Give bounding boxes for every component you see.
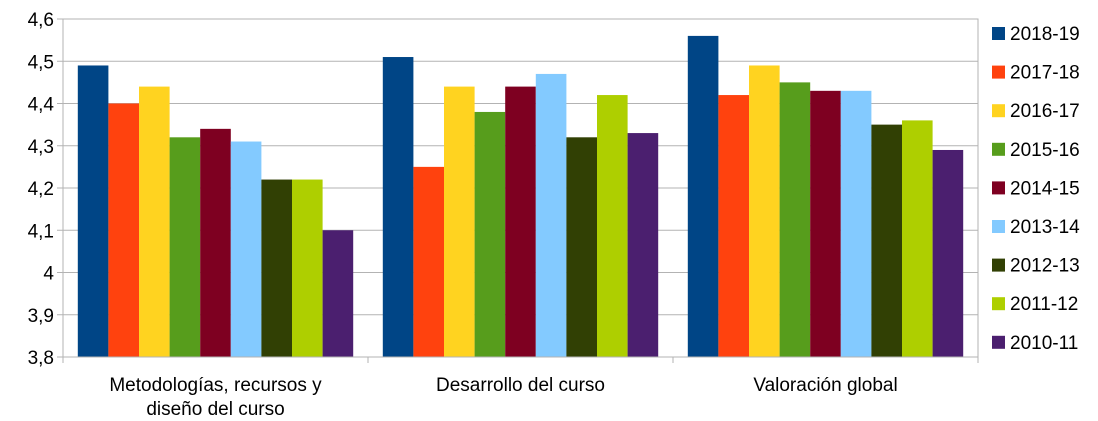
- bar-2011-12-cat1: [597, 95, 628, 358]
- legend-label-2015-16: 2015-16: [1010, 140, 1080, 161]
- legend-label-2016-17: 2016-17: [1010, 101, 1080, 122]
- x-category-label: Valoración global: [753, 375, 897, 396]
- bar-2013-14-cat1: [535, 73, 567, 358]
- legend-swatch-2012-13: [992, 258, 1005, 272]
- legend-swatch-2010-11: [992, 335, 1005, 349]
- legend-swatch-2013-14: [992, 220, 1005, 233]
- bar-2010-11-cat1: [627, 133, 659, 357]
- legend-label-2017-18: 2017-18: [1010, 63, 1080, 84]
- y-tick-label: 4,2: [28, 179, 54, 200]
- bar-2010-11-cat0: [322, 230, 354, 357]
- y-tick-label: 4,1: [28, 221, 54, 242]
- bar-2012-13-cat1: [566, 137, 597, 357]
- bar-2015-16-cat1: [474, 111, 506, 357]
- bars: [77, 35, 964, 358]
- bar-2018-19-cat0: [77, 65, 109, 357]
- x-category-label: Desarrollo del curso: [436, 375, 605, 396]
- legend-swatch-2015-16: [992, 142, 1005, 156]
- legend-swatch-2018-19: [992, 27, 1005, 40]
- axes: [62, 18, 979, 363]
- bar-2014-15-cat0: [200, 128, 231, 357]
- legend-swatch-2011-12: [992, 297, 1005, 311]
- legend-label-2018-19: 2018-19: [1010, 24, 1080, 45]
- legend-label-2012-13: 2012-13: [1010, 256, 1080, 277]
- y-tick-label: 3,9: [28, 306, 54, 327]
- legend-label-2013-14: 2013-14: [1010, 217, 1080, 238]
- bar-2013-14-cat0: [230, 141, 262, 357]
- bar-2012-13-cat0: [261, 179, 292, 357]
- plot-frame: [62, 18, 979, 358]
- bar-2016-17-cat0: [139, 86, 170, 357]
- bar-2017-18-cat1: [413, 166, 444, 357]
- y-tick-label: 4,5: [28, 52, 54, 73]
- y-axis-tick-labels: 3,8 3,9 4 4,1 4,2 4,3 4,4 4,5 4,6: [28, 10, 55, 369]
- x-category-label: Metodologías, recursos y: [109, 375, 322, 396]
- bar-2017-18-cat2: [718, 95, 749, 358]
- bar-2013-14-cat2: [840, 90, 872, 357]
- y-tick-label: 4,4: [28, 95, 55, 116]
- bar-2015-16-cat2: [779, 82, 811, 357]
- legend-label-2014-15: 2014-15: [1010, 178, 1080, 199]
- bar-2016-17-cat1: [444, 86, 475, 357]
- x-axis-category-labels: Metodologías, recursos y diseño del curso…: [109, 375, 897, 420]
- bar-2011-12-cat2: [902, 120, 933, 358]
- bar-2014-15-cat2: [810, 90, 841, 357]
- bar-2017-18-cat0: [108, 103, 139, 357]
- bar-2010-11-cat2: [932, 149, 964, 357]
- bar-2011-12-cat0: [292, 179, 323, 357]
- bar-2018-19-cat1: [382, 57, 414, 358]
- legend-label-2010-11: 2010-11: [1010, 333, 1078, 354]
- bar-2012-13-cat2: [871, 124, 902, 357]
- bar-2014-15-cat1: [505, 86, 536, 357]
- y-tick-label: 3,8: [28, 348, 54, 369]
- y-tick-label: 4,3: [28, 137, 54, 158]
- bar-2016-17-cat2: [749, 65, 780, 357]
- legend-swatch-2014-15: [992, 181, 1005, 195]
- y-tick-label: 4,6: [28, 10, 54, 31]
- legend-swatch-2016-17: [992, 104, 1005, 118]
- x-category-label: diseño del curso: [146, 399, 284, 420]
- y-tick-label: 4: [43, 264, 54, 285]
- bar-2018-19-cat2: [687, 35, 719, 358]
- bar-2015-16-cat0: [169, 137, 201, 357]
- legend-label-2011-12: 2011-12: [1010, 294, 1078, 315]
- legend: 2018-19 2017-18 2016-17 2015-16 2014-15 2013-…: [992, 24, 1080, 354]
- legend-swatch-2017-18: [992, 65, 1005, 79]
